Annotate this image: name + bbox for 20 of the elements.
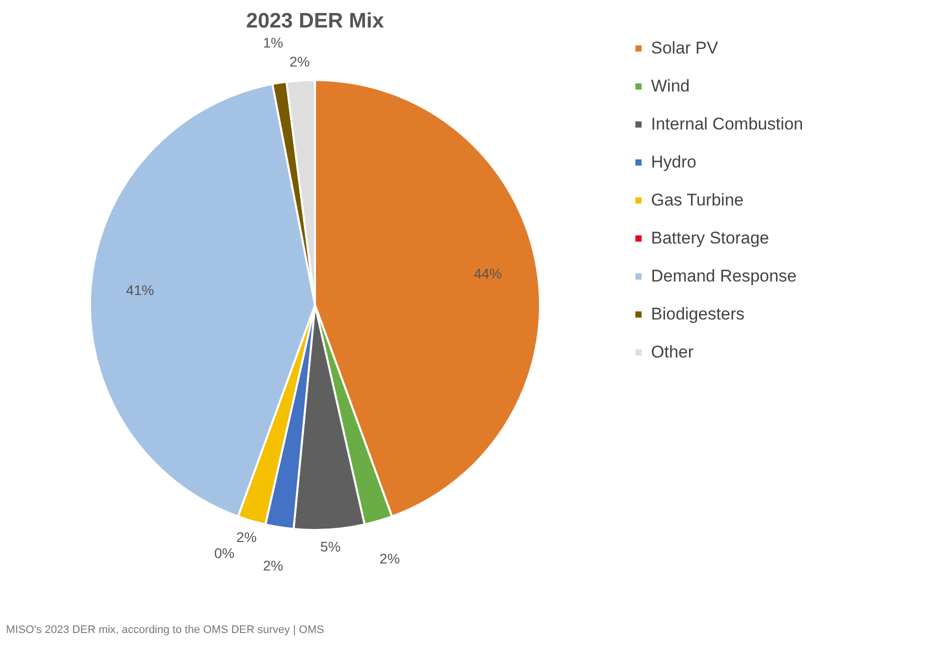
legend-label: Solar PV xyxy=(651,38,719,58)
data-label: 2% xyxy=(263,558,284,574)
legend-label: Gas Turbine xyxy=(651,190,744,210)
text: 0% xyxy=(214,545,234,562)
legend-label: Biodigesters xyxy=(651,304,745,324)
data-label: 1% xyxy=(263,34,284,50)
data-label: 2% xyxy=(236,529,257,546)
legend-label: Battery Storage xyxy=(651,228,770,248)
legend-label: Hydro xyxy=(651,152,696,172)
data-label: 41% xyxy=(126,282,154,298)
legend-label: Wind xyxy=(651,76,690,96)
data-label: 2% xyxy=(380,550,400,566)
legend-label: Other xyxy=(651,342,694,362)
data-label: 2% xyxy=(289,53,310,70)
data-label: 5% xyxy=(320,538,341,555)
data-label: 44% xyxy=(474,266,502,282)
legend-label: Internal Combustion xyxy=(651,114,804,134)
legend-label: Demand Response xyxy=(651,266,797,286)
text: MISO's 2023 DER mix, according to the OMS DER survey | OMS xyxy=(6,624,324,636)
chart-title: 2023 DER Mix xyxy=(246,10,384,33)
